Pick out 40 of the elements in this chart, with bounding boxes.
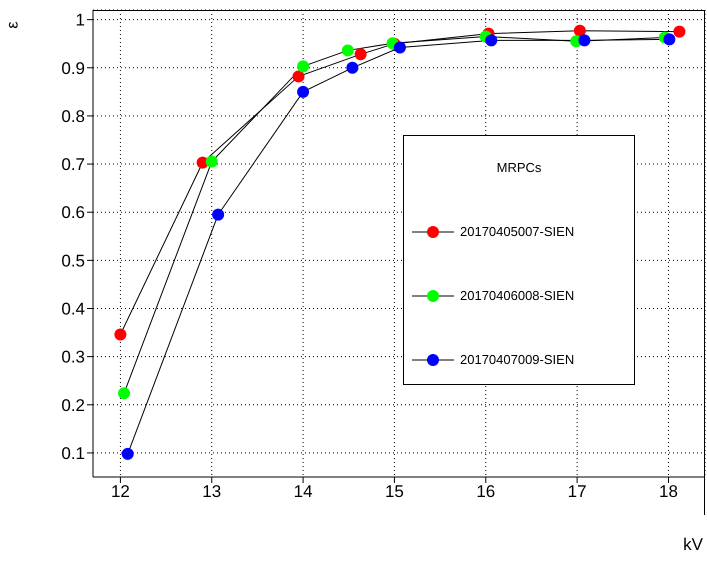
x-tick-label: 14 (294, 482, 313, 502)
point (354, 48, 367, 60)
point (578, 34, 590, 46)
point (663, 33, 676, 46)
point (394, 42, 406, 54)
point (346, 62, 358, 74)
point (206, 156, 218, 168)
point (673, 26, 686, 38)
x-tick-label: 12 (110, 482, 130, 502)
y-tick-label: 0.6 (61, 203, 85, 222)
legend-title: MRPCs (496, 160, 542, 175)
point (342, 44, 354, 56)
x-tick-label: 15 (384, 482, 404, 502)
y-tick-label: 0.1 (61, 444, 85, 463)
point (114, 328, 126, 340)
point (118, 387, 130, 400)
point (122, 448, 134, 460)
point (297, 60, 310, 72)
x-axis-title: kV (683, 535, 703, 555)
x-tick-label: 18 (659, 482, 678, 502)
legend-label: 20170406008-SIEN (460, 288, 574, 303)
point (297, 86, 310, 98)
y-tick-label: 0.4 (61, 300, 85, 319)
point (485, 34, 498, 46)
y-tick-label: 0.3 (61, 348, 85, 367)
y-tick-label: 0.5 (61, 251, 85, 270)
y-tick-label: 0.9 (61, 58, 85, 78)
legend-label: 20170407009-SIEN (460, 352, 574, 367)
point (292, 70, 305, 82)
y-tick-label: 0.7 (61, 155, 85, 174)
x-tick-label: 13 (202, 482, 222, 502)
legend-label: 20170405007-SIEN (460, 224, 574, 239)
y-axis-title: ε (4, 21, 23, 29)
point (574, 24, 586, 37)
x-tick-label: 16 (476, 482, 496, 502)
x-tick-label: 17 (568, 482, 587, 502)
y-tick-label: 1 (76, 10, 85, 30)
y-tick-label: 0.2 (61, 396, 85, 415)
point (212, 208, 224, 221)
y-tick-label: 0.8 (61, 106, 85, 126)
